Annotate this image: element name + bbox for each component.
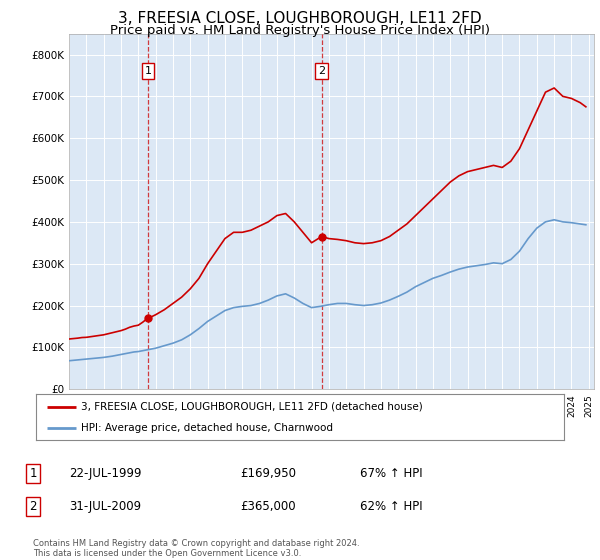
Text: £169,950: £169,950 xyxy=(240,466,296,480)
Text: Contains HM Land Registry data © Crown copyright and database right 2024.
This d: Contains HM Land Registry data © Crown c… xyxy=(33,539,359,558)
Text: HPI: Average price, detached house, Charnwood: HPI: Average price, detached house, Char… xyxy=(81,423,333,433)
Text: Price paid vs. HM Land Registry's House Price Index (HPI): Price paid vs. HM Land Registry's House … xyxy=(110,24,490,36)
Text: 2: 2 xyxy=(318,66,325,76)
Text: 1: 1 xyxy=(29,466,37,480)
Text: 22-JUL-1999: 22-JUL-1999 xyxy=(69,466,142,480)
Text: 2: 2 xyxy=(29,500,37,514)
Text: 31-JUL-2009: 31-JUL-2009 xyxy=(69,500,141,514)
Text: 67% ↑ HPI: 67% ↑ HPI xyxy=(360,466,422,480)
Text: 3, FREESIA CLOSE, LOUGHBOROUGH, LE11 2FD: 3, FREESIA CLOSE, LOUGHBOROUGH, LE11 2FD xyxy=(118,11,482,26)
Text: 3, FREESIA CLOSE, LOUGHBOROUGH, LE11 2FD (detached house): 3, FREESIA CLOSE, LOUGHBOROUGH, LE11 2FD… xyxy=(81,402,422,412)
Text: 62% ↑ HPI: 62% ↑ HPI xyxy=(360,500,422,514)
Text: £365,000: £365,000 xyxy=(240,500,296,514)
Text: 1: 1 xyxy=(145,66,151,76)
